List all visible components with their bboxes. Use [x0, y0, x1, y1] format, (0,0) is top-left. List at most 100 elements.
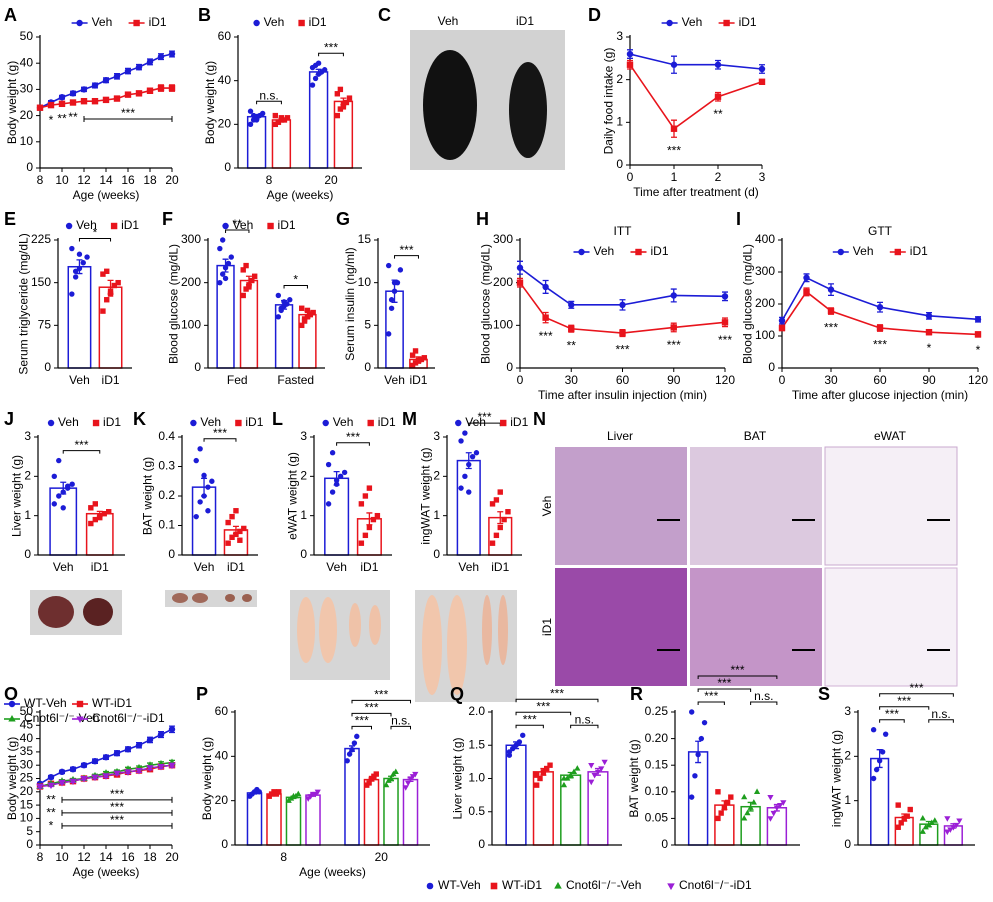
data-point	[246, 284, 252, 290]
panel-letter: F	[162, 209, 173, 229]
x-tick-label: iD1	[360, 560, 378, 574]
legend-label: iD1	[278, 218, 296, 232]
panel-letter: S	[818, 684, 830, 704]
organ	[83, 598, 113, 626]
legend-label: Veh	[333, 415, 354, 429]
legend-marker	[367, 419, 374, 427]
legend-label: Veh	[58, 415, 79, 429]
data-point	[688, 794, 695, 800]
data-point	[744, 809, 751, 816]
significance: *	[49, 113, 54, 127]
data-point	[827, 286, 835, 293]
series-line	[629, 64, 763, 130]
bracket	[879, 706, 930, 710]
y-tick-label: 0.2	[158, 488, 175, 502]
y-tick-label: 2	[433, 469, 440, 483]
significance: ***	[615, 343, 629, 357]
data-point	[473, 450, 480, 456]
data-point	[695, 751, 701, 758]
y-tick-label: 150	[31, 275, 51, 289]
data-point	[950, 825, 957, 831]
legend-marker	[635, 248, 642, 256]
data-point	[383, 781, 390, 788]
legend-label: WT-Veh	[438, 878, 481, 892]
data-point	[758, 65, 766, 73]
panel-letter: Q	[450, 684, 464, 704]
data-point	[115, 279, 121, 286]
legend-label: Veh	[264, 15, 285, 29]
significance: ***	[110, 787, 124, 801]
data-point	[107, 288, 114, 294]
data-point	[47, 782, 55, 790]
data-point	[489, 540, 496, 546]
y-tick-label: 0	[478, 837, 485, 851]
data-point	[91, 82, 99, 89]
data-point	[113, 750, 121, 757]
data-point	[229, 534, 235, 540]
data-point	[58, 768, 66, 776]
data-point	[953, 822, 960, 829]
legend-marker	[222, 222, 229, 230]
data-point	[626, 61, 634, 68]
significance: *	[927, 341, 932, 355]
y-tick-label: 40	[218, 73, 232, 87]
data-point	[510, 745, 516, 752]
data-point	[715, 789, 721, 795]
data-point	[776, 802, 784, 809]
y-tick-label: 30	[20, 82, 34, 96]
y-tick-label: 30	[20, 757, 34, 771]
data-point	[362, 493, 369, 499]
histology	[690, 447, 822, 565]
significance: ***	[346, 430, 360, 444]
data-point	[925, 328, 933, 336]
legend-marker	[322, 419, 329, 427]
photo-label: Veh	[438, 14, 459, 28]
data-point	[69, 765, 77, 773]
bracket	[515, 711, 572, 716]
data-point	[124, 91, 132, 98]
data-point	[533, 772, 540, 778]
data-point	[513, 742, 519, 748]
bar	[505, 744, 527, 846]
bar	[870, 757, 890, 846]
data-point	[412, 771, 419, 778]
data-point	[870, 775, 877, 782]
data-point	[366, 485, 373, 491]
organ	[38, 596, 74, 628]
significance: **	[46, 793, 56, 807]
data-point	[91, 97, 99, 105]
significance: ***	[364, 701, 378, 715]
bracket	[336, 442, 370, 446]
data-point	[253, 117, 260, 123]
data-point	[97, 514, 103, 521]
y-tick-label: 400	[755, 232, 775, 246]
significance: ***	[824, 320, 838, 334]
panel-letter: M	[402, 409, 417, 429]
data-point	[767, 816, 774, 822]
y-tick-label: 300	[181, 232, 201, 246]
data-point	[51, 501, 57, 507]
data-point	[247, 108, 254, 114]
data-point	[56, 493, 62, 499]
legend-label: iD1	[378, 415, 396, 429]
legend-marker	[110, 222, 118, 230]
data-point	[69, 99, 77, 106]
legend-marker	[76, 716, 84, 723]
x-axis-label: Age (weeks)	[267, 188, 334, 202]
panel-letter: K	[133, 409, 146, 429]
data-point	[778, 324, 786, 332]
data-point	[901, 815, 907, 822]
x-tick-label: 120	[968, 373, 988, 387]
y-tick-label: 200	[755, 296, 775, 310]
panel-letter: J	[4, 409, 14, 429]
data-point	[88, 520, 94, 527]
data-point	[516, 739, 523, 745]
x-tick-label: 3	[759, 170, 766, 184]
significance: ***	[213, 426, 227, 440]
x-tick-label: 12	[77, 173, 91, 187]
significance: ***	[909, 681, 923, 695]
legend-marker	[500, 419, 507, 427]
data-point	[974, 316, 982, 323]
y-tick-label: 0	[433, 547, 440, 561]
bar	[49, 487, 78, 556]
